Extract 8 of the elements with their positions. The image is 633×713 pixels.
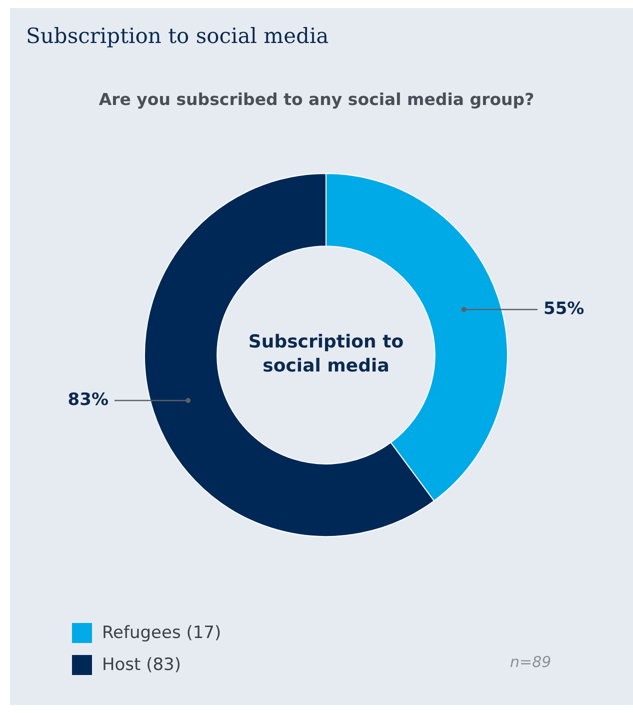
legend-label: Host (83) (102, 655, 182, 675)
chart-subtitle: Are you subscribed to any social media group? (98, 90, 536, 109)
data-label: 55% (544, 298, 584, 319)
text: Subscription to social media (248, 332, 404, 377)
legend-label: Refugees (17) (102, 623, 222, 643)
chart-title: Subscription to social media (26, 24, 329, 48)
data-label: 83% (68, 390, 108, 410)
text: n=89 (510, 653, 552, 671)
